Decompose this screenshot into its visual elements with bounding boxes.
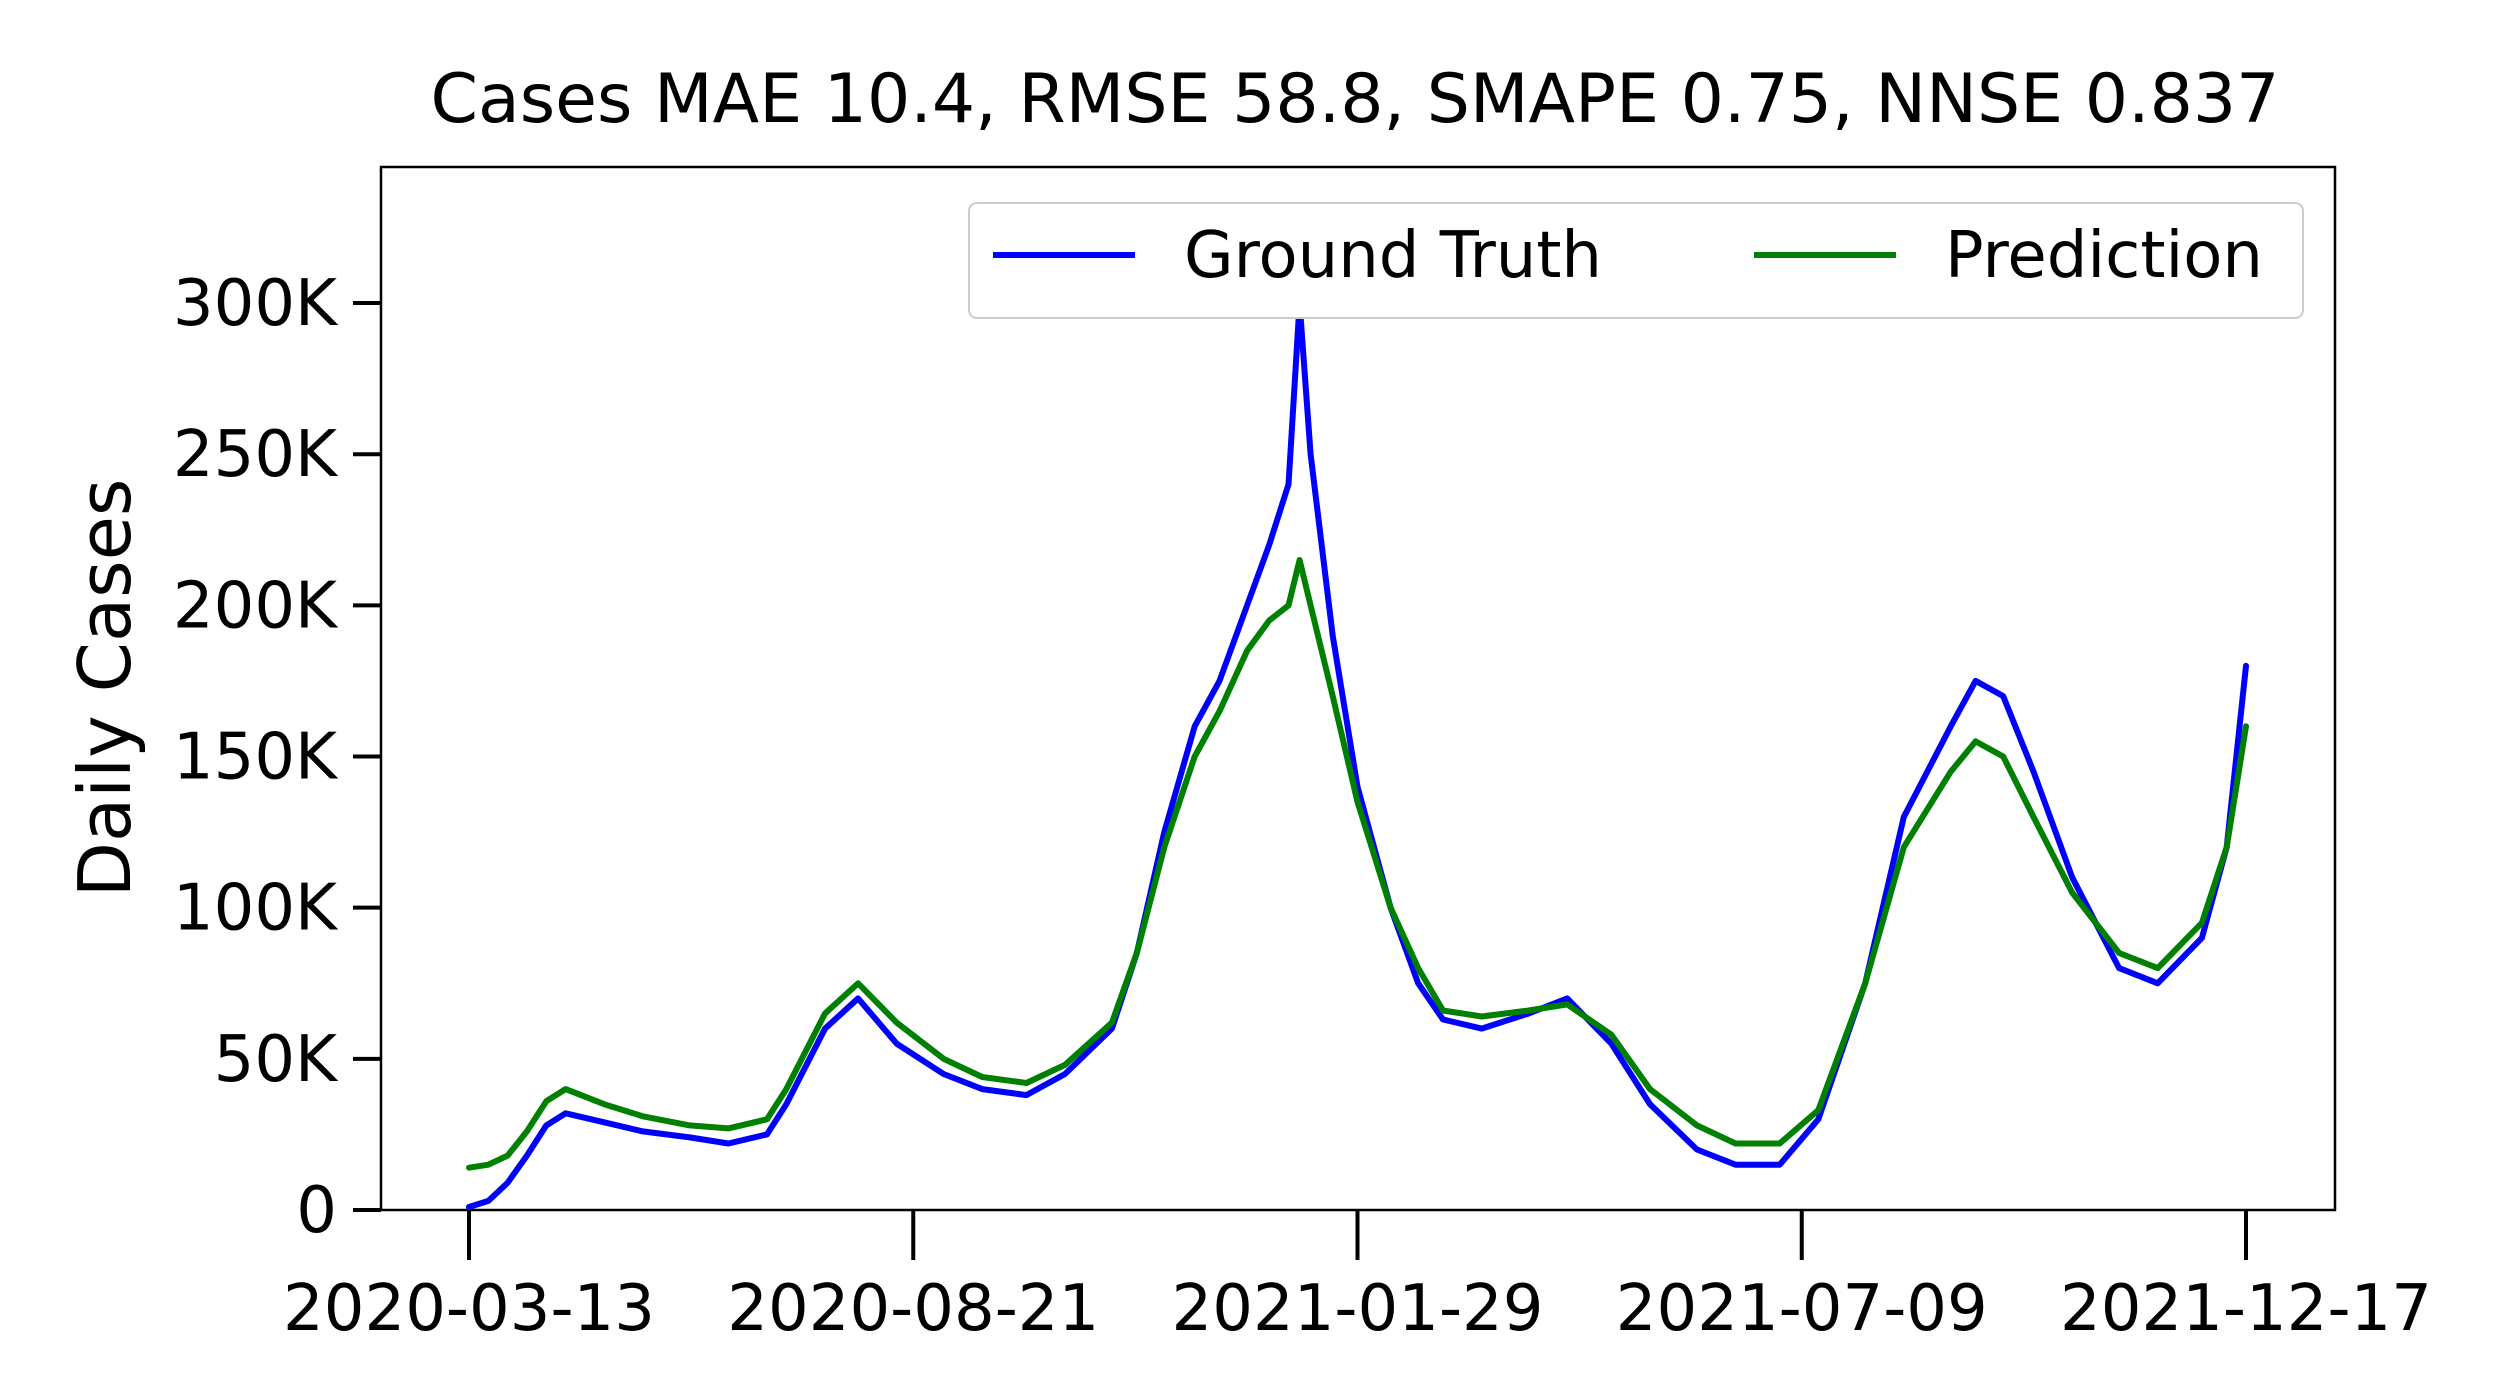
y-tick-label: 300K bbox=[173, 267, 339, 341]
y-tick-label: 150K bbox=[173, 721, 339, 795]
series-line-prediction bbox=[466, 557, 2249, 1171]
plot-area bbox=[379, 165, 2337, 1212]
x-tick-label: 2020-03-13 bbox=[283, 1272, 655, 1346]
x-tick-label: 2021-01-29 bbox=[1172, 1272, 1544, 1346]
legend-label-prediction: Prediction bbox=[1945, 219, 2263, 293]
y-tick-label: 50K bbox=[214, 1023, 339, 1097]
chart-title: Cases MAE 10.4, RMSE 58.8, SMAPE 0.75, N… bbox=[431, 60, 2280, 139]
legend: Ground Truth Prediction bbox=[968, 202, 2304, 319]
y-tick-label: 200K bbox=[173, 569, 339, 643]
y-tick-label: 100K bbox=[173, 872, 339, 946]
y-tick-label: 0 bbox=[296, 1174, 337, 1248]
x-tick-label: 2021-07-09 bbox=[1616, 1272, 1988, 1346]
x-tick-label: 2021-12-17 bbox=[2060, 1272, 2432, 1346]
legend-label-ground-truth: Ground Truth bbox=[1184, 219, 1602, 293]
y-axis: 0 50K 100K 150K 200K 250K 300K bbox=[173, 267, 381, 1248]
y-axis-label: Daily Cases bbox=[63, 479, 147, 898]
y-tick-label: 250K bbox=[173, 418, 339, 492]
legend-box bbox=[968, 202, 2304, 319]
x-axis: 2020-03-13 2020-08-21 2021-01-29 2021-07-09… bbox=[283, 1210, 2432, 1346]
plot-frame bbox=[379, 165, 2337, 1212]
x-tick-label: 2020-08-21 bbox=[727, 1272, 1099, 1346]
